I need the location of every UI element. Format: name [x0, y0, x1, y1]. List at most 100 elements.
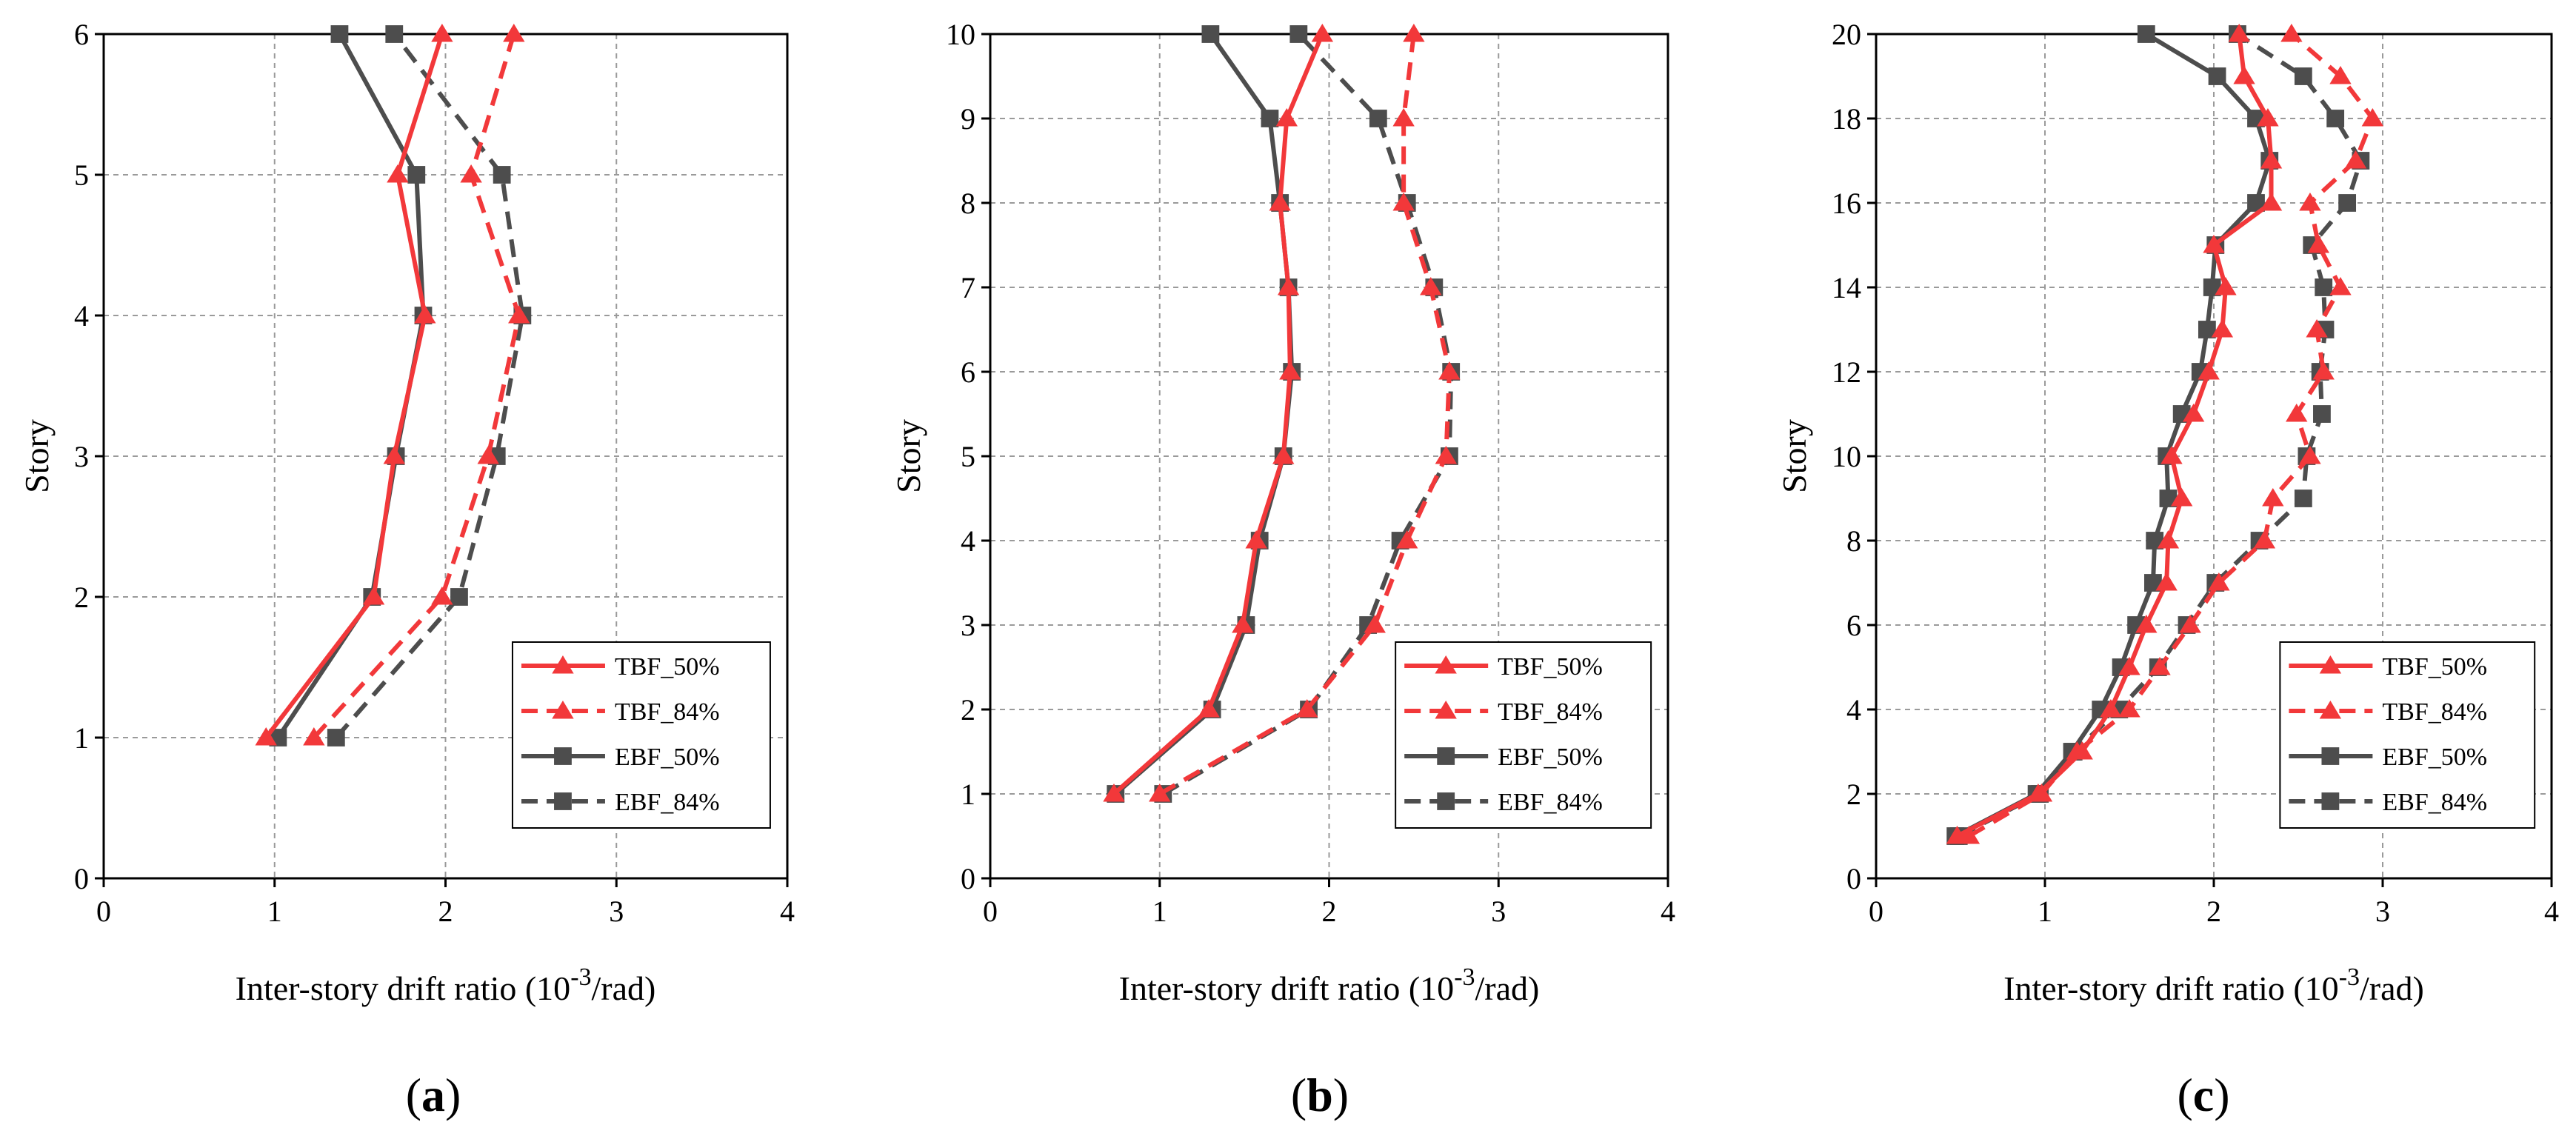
data-point [2157, 530, 2180, 549]
series-TBF_50% [255, 24, 453, 746]
data-point [2118, 699, 2140, 718]
x-axis-title-unit: /rad) [2360, 969, 2424, 1007]
legend-item-TBF_84%: TBF_84% [521, 698, 720, 726]
data-point [2228, 24, 2250, 42]
data-point [2307, 235, 2330, 253]
series-EBF_50% [1107, 25, 1301, 803]
legend: TBF_50% TBF_84% EBF_50% EBF_84% [2279, 641, 2536, 829]
data-point [1261, 110, 1279, 127]
data-point [1272, 446, 1295, 464]
panel-label-a: (a) [406, 1069, 461, 1121]
data-point [2160, 446, 2183, 464]
x-tick-label: 3 [1491, 895, 1506, 928]
x-axis-title-exponent: -3 [570, 963, 591, 991]
y-tick-label: 0 [1846, 862, 1861, 895]
x-tick-label: 2 [1322, 895, 1337, 928]
data-point [2299, 193, 2321, 211]
y-tick-label: 8 [961, 187, 975, 220]
data-point [1403, 24, 1425, 42]
data-point [2211, 319, 2234, 338]
data-point [2299, 446, 2321, 464]
y-tick-label: 1 [74, 721, 89, 755]
data-point [327, 729, 345, 746]
data-point [2203, 278, 2221, 296]
series-TBF_84% [1149, 24, 1461, 802]
legend-marker [2319, 701, 2342, 719]
data-point [414, 305, 436, 324]
data-point [1392, 108, 1415, 127]
legend-label: EBF_50% [615, 744, 720, 771]
x-tick-label: 3 [2375, 895, 2390, 928]
legend-item-TBF_84%: TBF_84% [1404, 698, 1603, 726]
y-tick-label: 5 [74, 158, 89, 192]
legend-label: TBF_84% [615, 698, 720, 726]
y-tick-label: 10 [1832, 440, 1861, 473]
data-point [2338, 194, 2357, 212]
data-point [1396, 530, 1418, 549]
data-point [1198, 699, 1220, 718]
y-axis-title: Story [890, 419, 927, 493]
data-point [2313, 405, 2331, 423]
x-axis-title-text: Inter-story drift ratio (10 [236, 969, 571, 1007]
x-axis-title: Inter-story drift ratio (10-3/rad) [2003, 963, 2424, 1007]
y-axis-title: Story [1775, 419, 1813, 493]
data-point [2159, 490, 2178, 507]
legend-label: TBF_50% [615, 653, 720, 681]
y-tick-label: 12 [1832, 355, 1861, 389]
y-tick-label: 2 [961, 693, 975, 727]
data-point [385, 25, 404, 43]
y-tick-label: 2 [1846, 778, 1861, 811]
data-point [508, 305, 530, 324]
panel-label-b: (b) [1291, 1069, 1349, 1121]
legend-label: TBF_84% [2382, 698, 2487, 726]
y-tick-label: 18 [1832, 102, 1861, 136]
data-point [2315, 278, 2333, 296]
data-point [2260, 150, 2283, 169]
series-line [264, 33, 444, 739]
data-point [2262, 488, 2284, 507]
data-point [2257, 108, 2279, 127]
data-point [2118, 657, 2140, 675]
data-point [2361, 108, 2384, 127]
data-point [2306, 319, 2328, 338]
series-line [1158, 33, 1452, 796]
y-tick-label: 4 [1846, 693, 1861, 727]
y-tick-label: 5 [961, 440, 975, 473]
data-point [1289, 25, 1308, 43]
x-axis-title: Inter-story drift ratio (10-3/rad) [236, 963, 656, 1007]
data-point [383, 446, 405, 464]
data-point [2326, 110, 2345, 127]
data-point [1364, 615, 1386, 633]
legend-label: TBF_84% [1498, 698, 1603, 726]
data-point [2198, 321, 2216, 338]
data-point [431, 587, 453, 605]
panel-b: 0 1 2 3 4 0 1 2 3 4 5 6 7 8 9 10 Story Inter-story drift … [890, 18, 1675, 1121]
y-tick-label: 1 [961, 778, 975, 811]
x-axis-title-exponent: -3 [1454, 963, 1475, 991]
series-line [1161, 32, 1454, 796]
legend: TBF_50% TBF_84% EBF_50% EBF_84% [511, 641, 771, 829]
x-tick-label: 3 [609, 895, 624, 928]
data-point [2149, 657, 2171, 675]
series-line [334, 33, 525, 739]
x-tick-label: 2 [438, 895, 453, 928]
data-point [2203, 235, 2225, 253]
legend-label: TBF_50% [1498, 653, 1603, 681]
x-tick-label: 1 [2038, 895, 2052, 928]
y-tick-label: 0 [961, 862, 975, 895]
data-point [1311, 24, 1334, 42]
y-tick-label: 16 [1832, 187, 1861, 220]
legend-item-TBF_84%: TBF_84% [2289, 698, 2487, 726]
legend-marker [554, 747, 572, 765]
data-point [2294, 490, 2312, 507]
data-point [407, 166, 426, 184]
legend-marker [2321, 747, 2340, 765]
data-point [1420, 277, 1442, 295]
x-tick-label: 0 [1869, 895, 1883, 928]
x-tick-label: 4 [780, 895, 795, 928]
x-axis-title-exponent: -3 [2339, 963, 2360, 991]
data-point [2247, 194, 2265, 212]
data-point [1296, 699, 1318, 718]
data-point [2146, 532, 2164, 550]
